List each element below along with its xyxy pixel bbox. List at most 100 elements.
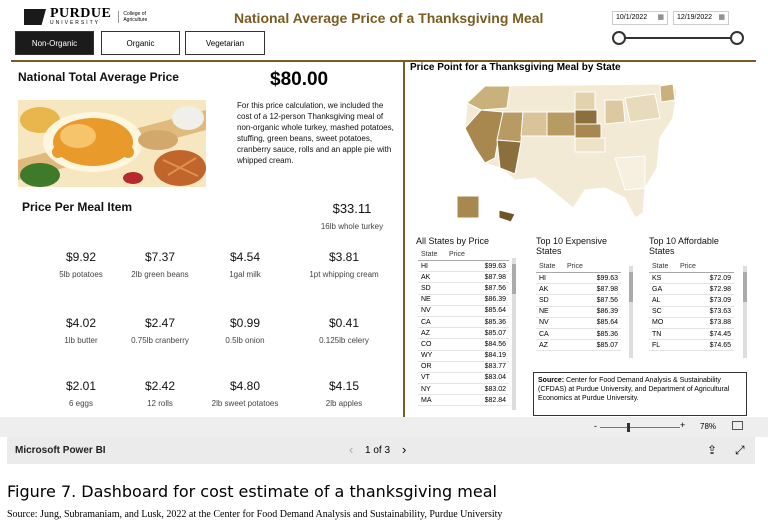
table-row[interactable]: NV $85.64 <box>536 318 621 329</box>
panel-divider <box>403 61 405 417</box>
item-label: 0.75lb cranberry <box>131 336 189 345</box>
table-row[interactable]: CA $85.36 <box>536 329 621 341</box>
fit-to-page-icon[interactable] <box>732 421 743 430</box>
share-icon[interactable]: ⇪ <box>707 443 718 457</box>
table-row[interactable]: NV $85.64 <box>418 306 509 317</box>
zoom-in-button[interactable]: + <box>680 420 686 430</box>
state-cell: SC <box>652 308 662 316</box>
all-states-title: All States by Price <box>416 236 490 246</box>
state-cell: OR <box>421 363 432 371</box>
state-cell: NE <box>539 308 549 316</box>
table-row[interactable]: AZ $85.07 <box>536 340 621 352</box>
all-states-scrollbar[interactable] <box>512 258 516 410</box>
tab-vegetarian[interactable]: Vegetarian <box>185 31 265 55</box>
state-cell: MA <box>421 396 432 404</box>
table-row[interactable]: OR $83.77 <box>418 362 509 373</box>
price-cell: $72.98 <box>709 285 731 293</box>
table-header: State Price <box>536 260 621 273</box>
state-cell: NV <box>539 319 549 327</box>
item-label: 2lb apples <box>325 399 363 408</box>
price-cell: $85.07 <box>484 329 506 337</box>
table-row[interactable]: NY $83.02 <box>418 384 509 396</box>
table-row[interactable]: GA $72.98 <box>649 284 734 296</box>
next-page-icon[interactable]: › <box>402 442 407 457</box>
price-cell: $85.64 <box>596 319 618 327</box>
table-row[interactable]: VT $83.04 <box>418 373 509 385</box>
source-text: Center for Food Demand Analysis & Sustai… <box>538 377 730 402</box>
figure-caption: Figure 7. Dashboard for cost estimate of… <box>7 482 497 501</box>
state-cell: VT <box>421 374 430 382</box>
table-row[interactable]: KS $72.09 <box>649 273 734 285</box>
state-cell: MO <box>652 319 664 327</box>
expensive-scrollbar[interactable] <box>629 266 633 358</box>
prev-page-icon[interactable]: ‹ <box>349 442 354 457</box>
brand-name: PURDUE <box>50 6 112 21</box>
tab-non-organic[interactable]: Non-Organic <box>15 31 94 55</box>
table-row[interactable]: NE $86.39 <box>418 295 509 306</box>
state-cell: CA <box>539 330 549 338</box>
table-row[interactable]: HI $99.63 <box>536 273 621 285</box>
zoom-slider-handle[interactable] <box>627 423 630 432</box>
item-label: 6 eggs <box>68 399 94 408</box>
start-date-input[interactable]: 10/1/2022 ▦ <box>612 11 668 25</box>
zoom-slider[interactable] <box>600 427 680 428</box>
state-cell: AK <box>539 285 549 293</box>
col-state-header[interactable]: State <box>539 262 556 270</box>
table-row[interactable]: TN $74.45 <box>649 329 734 341</box>
thanksgiving-meal-illustration <box>18 100 206 187</box>
table-row[interactable]: NE $86.39 <box>536 307 621 318</box>
col-price-header[interactable]: Price <box>680 262 696 270</box>
item-price: $4.80 <box>229 379 261 393</box>
table-row[interactable]: AK $87.98 <box>418 272 509 284</box>
table-row[interactable]: CO $84.56 <box>418 339 509 351</box>
item-label: 12 rolls <box>147 399 173 408</box>
table-row[interactable]: CA $85.36 <box>418 317 509 329</box>
table-row[interactable]: MA $82.84 <box>418 395 509 407</box>
table-row[interactable]: FL $74.65 <box>649 340 734 352</box>
price-cell: $84.56 <box>484 340 506 348</box>
calendar-icon[interactable]: ▦ <box>657 14 664 21</box>
price-cell: $73.09 <box>709 296 731 304</box>
page-indicator: 1 of 3 <box>365 445 391 456</box>
table-row[interactable]: SD $87.56 <box>536 295 621 307</box>
table-row[interactable]: MO $73.88 <box>649 318 734 329</box>
item-price: $4.54 <box>229 250 261 264</box>
affordable-states-table: State Price KS $72.09 GA $72.98 AL $73.09 SC $73.… <box>649 260 734 352</box>
table-row[interactable]: AK $87.98 <box>536 284 621 296</box>
state-cell: NV <box>421 307 431 315</box>
end-date-input[interactable]: 12/19/2022 ▦ <box>673 11 729 25</box>
table-row[interactable]: SD $87.56 <box>418 283 509 295</box>
turkey-icon <box>18 100 206 187</box>
item-label: 2lb green beans <box>131 270 189 279</box>
price-cell: $83.02 <box>484 385 506 393</box>
fullscreen-icon[interactable]: ⤢ <box>735 443 745 457</box>
col-state-header[interactable]: State <box>421 250 438 258</box>
header-divider <box>11 60 756 62</box>
price-cell: $85.07 <box>596 341 618 349</box>
calendar-icon[interactable]: ▦ <box>718 14 725 21</box>
col-price-header[interactable]: Price <box>567 262 583 270</box>
table-row[interactable]: AZ $85.07 <box>418 328 509 340</box>
state-cell: AZ <box>539 341 548 349</box>
status-bar <box>0 417 768 437</box>
tab-organic[interactable]: Organic <box>101 31 180 55</box>
table-row[interactable]: AL $73.09 <box>649 295 734 307</box>
state-cell: SD <box>539 296 549 304</box>
col-state-header[interactable]: State <box>652 262 669 270</box>
us-state-price-map <box>456 83 678 223</box>
end-date-value: 12/19/2022 <box>677 14 713 21</box>
item-price: $4.02 <box>65 316 97 330</box>
state-cell: TN <box>652 330 662 338</box>
slider-start-handle[interactable] <box>612 31 626 45</box>
table-row[interactable]: HI $99.63 <box>418 261 509 273</box>
table-row[interactable]: WY $84.19 <box>418 351 509 362</box>
slider-end-handle[interactable] <box>730 31 744 45</box>
affordable-scrollbar[interactable] <box>743 266 747 358</box>
price-cell: $87.98 <box>596 285 618 293</box>
col-price-header[interactable]: Price <box>449 250 465 258</box>
zoom-out-button[interactable]: - <box>594 421 597 431</box>
state-cell: NY <box>421 385 431 393</box>
state-cell: AZ <box>421 329 430 337</box>
date-range-slider[interactable] <box>612 31 744 45</box>
table-row[interactable]: SC $73.63 <box>649 307 734 318</box>
